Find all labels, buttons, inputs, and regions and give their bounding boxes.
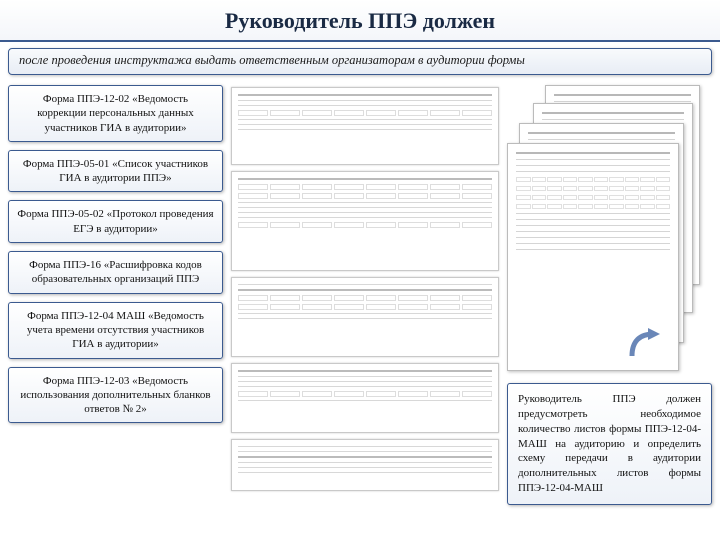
content-area: Форма ППЭ-12-02 «Ведомость коррекции пер… [0, 85, 720, 505]
note-box: Руководитель ППЭ должен предусмотреть не… [507, 383, 712, 505]
form-item: Форма ППЭ-16 «Расшифровка кодов образова… [8, 251, 223, 294]
subtitle-box: после проведения инструктажа выдать отве… [8, 48, 712, 75]
document-stack [507, 85, 712, 375]
page-title: Руководитель ППЭ должен [0, 8, 720, 34]
subtitle-text: после проведения инструктажа выдать отве… [19, 53, 525, 67]
document-previews [231, 85, 499, 505]
form-item: Форма ППЭ-12-03 «Ведомость использования… [8, 367, 223, 424]
forms-list: Форма ППЭ-12-02 «Ведомость коррекции пер… [8, 85, 223, 505]
form-item: Форма ППЭ-05-02 «Протокол проведения ЕГЭ… [8, 200, 223, 243]
stack-sheet [507, 143, 679, 371]
title-bar: Руководитель ППЭ должен [0, 0, 720, 42]
doc-thumb [231, 87, 499, 165]
doc-thumb [231, 277, 499, 357]
doc-thumb [231, 439, 499, 491]
form-item: Форма ППЭ-05-01 «Список участников ГИА в… [8, 150, 223, 193]
right-column: Руководитель ППЭ должен предусмотреть не… [507, 85, 712, 505]
curved-arrow-icon [626, 326, 666, 366]
doc-thumb [231, 363, 499, 433]
doc-thumb [231, 171, 499, 271]
form-item: Форма ППЭ-12-02 «Ведомость коррекции пер… [8, 85, 223, 142]
note-text: Руководитель ППЭ должен предусмотреть не… [518, 393, 701, 494]
form-item: Форма ППЭ-12-04 МАШ «Ведомость учета вре… [8, 302, 223, 359]
